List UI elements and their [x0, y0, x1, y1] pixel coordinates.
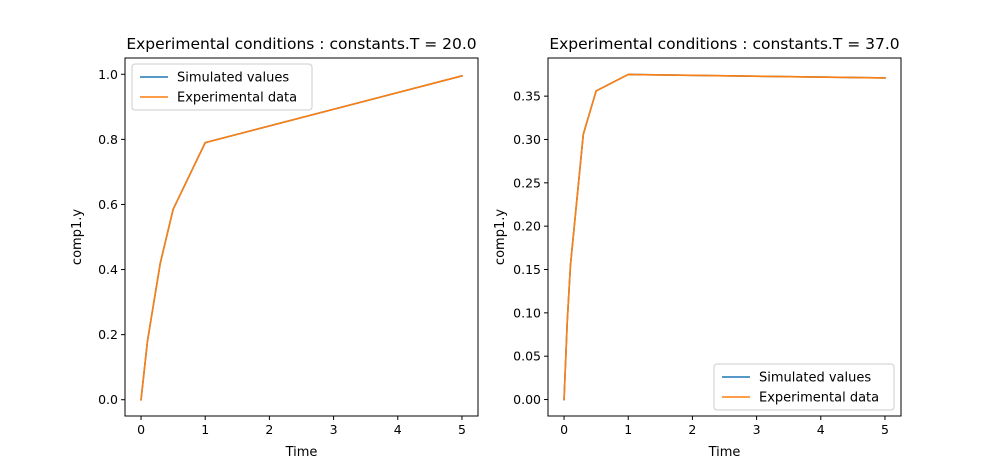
legend-entry: Simulated values [177, 71, 289, 86]
y-tick-label: 0.30 [513, 132, 541, 147]
y-tick-label: 0.35 [513, 89, 541, 104]
y-tick-label: 0.8 [98, 132, 118, 147]
legend-entry: Experimental data [759, 391, 879, 406]
series-line-experimental [140, 74, 463, 401]
x-axis-label: Time [708, 445, 741, 460]
axes-frame [547, 57, 902, 417]
x-axis-label: Time [285, 445, 318, 460]
series-line-simulated [563, 73, 886, 401]
x-tick-label: 3 [753, 422, 761, 437]
legend: Simulated values Experimental data [131, 63, 313, 111]
x-tick-label: 5 [881, 422, 889, 437]
legend-entry: Experimental data [177, 91, 297, 106]
y-axis-label: comp1.y [493, 209, 508, 265]
series-line-simulated [140, 74, 463, 401]
legend-entry: Simulated values [759, 371, 871, 386]
y-tick-label: 0.20 [513, 219, 541, 234]
x-tick-label: 4 [817, 422, 825, 437]
y-tick-label: 0.0 [98, 392, 118, 407]
subplot-1: Experimental conditions : constants.T = … [70, 35, 479, 460]
y-tick-label: 0.6 [98, 197, 118, 212]
chart-title: Experimental conditions : constants.T = … [549, 35, 899, 53]
x-tick-label: 2 [688, 422, 696, 437]
y-tick-label: 1.0 [98, 67, 118, 82]
y-axis-label: comp1.y [70, 209, 85, 265]
x-tick-label: 2 [265, 422, 273, 437]
series-line-experimental [563, 73, 886, 401]
x-tick-label: 1 [201, 422, 209, 437]
legend-box [713, 363, 895, 411]
axes-frame [124, 57, 479, 417]
y-tick-label: 0.4 [98, 262, 118, 277]
chart-title: Experimental conditions : constants.T = … [126, 35, 476, 53]
subplot-2: Experimental conditions : constants.T = … [493, 35, 902, 460]
y-tick-label: 0.10 [513, 305, 541, 320]
x-tick-label: 1 [624, 422, 632, 437]
y-tick-label: 0.05 [513, 349, 541, 364]
x-tick-label: 3 [330, 422, 338, 437]
y-tick-label: 0.2 [98, 327, 118, 342]
y-tick-label: 0.25 [513, 175, 541, 190]
x-tick-label: 4 [394, 422, 402, 437]
y-tick-label: 0.00 [513, 392, 541, 407]
x-tick-label: 5 [458, 422, 466, 437]
legend-box [131, 63, 313, 111]
y-tick-label: 0.15 [513, 262, 541, 277]
x-tick-label: 0 [137, 422, 145, 437]
legend: Simulated values Experimental data [713, 363, 895, 411]
x-tick-label: 0 [560, 422, 568, 437]
